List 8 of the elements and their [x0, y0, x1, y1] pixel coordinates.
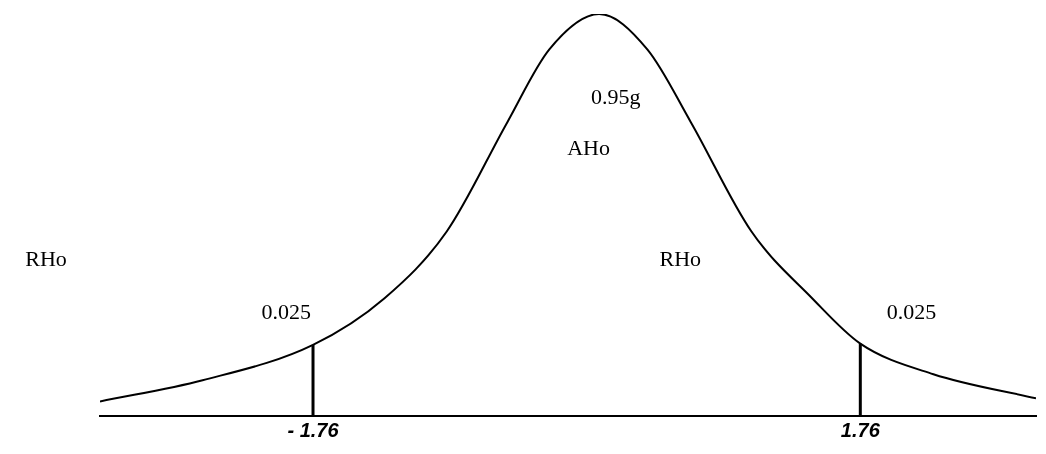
annotation: 0.025	[261, 299, 312, 325]
annotation: 0.025	[886, 299, 937, 325]
annotation: AHo	[567, 135, 610, 161]
x-tick-label: - 1.76	[287, 418, 340, 441]
x-tick-label: 1.76	[840, 418, 881, 441]
text: RHo	[25, 245, 67, 271]
annotation: 0.95g	[590, 84, 641, 110]
annotation: RHo	[659, 245, 702, 271]
